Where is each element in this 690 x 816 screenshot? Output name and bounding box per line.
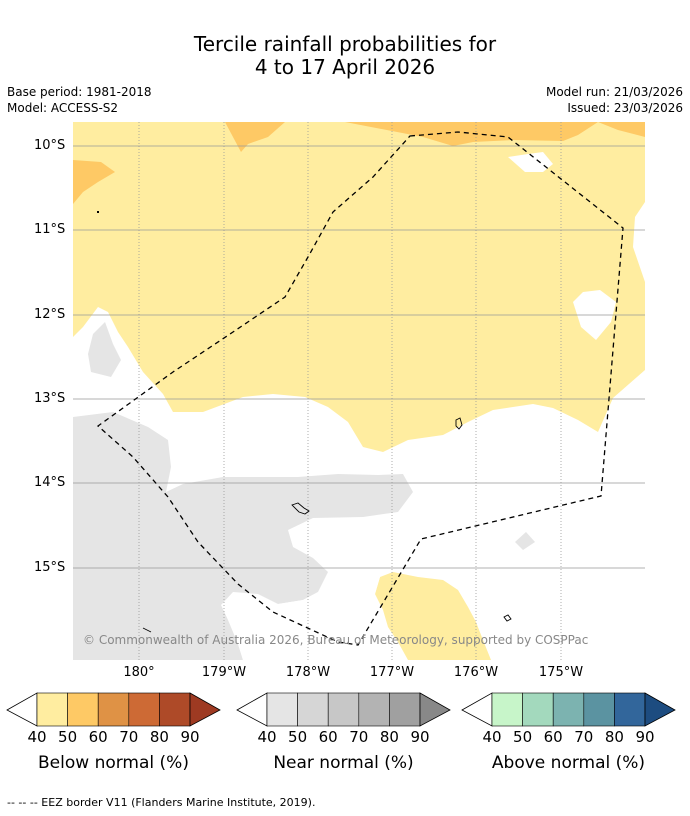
map-title-line2: 4 to 17 April 2026 (254, 55, 436, 79)
colorbars-svg (6, 692, 676, 727)
colorbar-below-tick-90: 90 (180, 728, 200, 746)
colorbar-above (461, 692, 676, 727)
eez-footnote: -- -- -- EEZ border V11 (Flanders Marine… (7, 796, 316, 809)
colorbar-below-over-arrow (189, 692, 221, 727)
colorbar-above-block-50 (522, 692, 554, 727)
colorbar-near-block-80 (389, 692, 421, 727)
map-panel (73, 122, 645, 660)
colorbar-near-tick-60: 60 (318, 728, 338, 746)
lat-label-12s: 12°S (34, 307, 66, 322)
lon-label-175w: 175°W (538, 665, 584, 680)
island-5 (142, 627, 152, 633)
colorbar-below-tick-70: 70 (119, 728, 139, 746)
colorbar-near-tick-40: 40 (257, 728, 277, 746)
colorbar-above-block-40 (491, 692, 523, 727)
lat-label-15s: 15°S (34, 560, 66, 575)
below-normal-50-patch-nw (73, 160, 115, 204)
colorbar-below-tick-60: 60 (88, 728, 108, 746)
white-hole-east (633, 202, 645, 282)
colorbar-above-block-70 (583, 692, 615, 727)
lon-label-176w: 176°W (453, 665, 499, 680)
colorbar-above-tick-70: 70 (574, 728, 594, 746)
colorbar-above-tick-80: 80 (604, 728, 624, 746)
colorbar-below-title: Below normal (%) (38, 753, 189, 773)
eez-border (96, 131, 624, 646)
colorbar-below-tick-80: 80 (149, 728, 169, 746)
lon-label-177w: 177°W (369, 665, 415, 680)
white-hole-north (508, 152, 553, 172)
near-normal-40-patch-e (515, 532, 535, 550)
colorbar-above-title: Above normal (%) (491, 753, 646, 773)
colorbar-near-title: Near normal (%) (273, 753, 414, 773)
near-normal-40-patch-w (88, 322, 121, 377)
colorbar-above-under-arrow (461, 692, 493, 727)
gridlines (73, 122, 645, 660)
copyright-notice: © Commonwealth of Australia 2026, Bureau… (83, 633, 589, 647)
issued-date: Issued: 23/03/2026 (567, 101, 683, 115)
colorbar-below-under-arrow (6, 692, 38, 727)
colorbar-above-tick-40: 40 (482, 728, 502, 746)
colorbar-above-block-80 (614, 692, 646, 727)
below-normal-50-patch-n2 (345, 122, 598, 146)
colorbar-above-block-60 (552, 692, 585, 727)
colorbar-near-block-60 (327, 692, 360, 727)
map-title-line1: Tercile rainfall probabilities for (193, 32, 497, 56)
white-gap-south (238, 574, 380, 660)
colorbar-above-over-arrow (644, 692, 676, 727)
colorbar-near (236, 692, 451, 727)
below-normal-50-patch-ne (598, 122, 645, 137)
base-period: Base period: 1981-2018 (7, 85, 152, 99)
below-normal-50-patch-n1 (225, 122, 285, 152)
colorbar-below-tick-40: 40 (27, 728, 47, 746)
below-normal-40-strip-south (375, 572, 491, 660)
colorbar-near-tick-50: 50 (288, 728, 308, 746)
island-4 (97, 211, 99, 213)
colorbar-above-tick-50: 50 (513, 728, 533, 746)
island-1 (455, 417, 463, 430)
island-3 (503, 614, 512, 622)
colorbar-above-tick-90: 90 (635, 728, 655, 746)
below-normal-40-region (73, 122, 645, 452)
colorbar-above-tick-60: 60 (543, 728, 563, 746)
lat-label-11s: 11°S (34, 222, 66, 237)
lon-label-180: 180° (123, 665, 155, 680)
map-svg (73, 122, 645, 660)
colorbar-below-block-50 (67, 692, 99, 727)
colorbar-below-block-80 (159, 692, 191, 727)
lon-label-179w: 179°W (201, 665, 247, 680)
lat-label-14s: 14°S (34, 475, 66, 490)
colorbar-below-block-60 (97, 692, 130, 727)
lat-label-13s: 13°S (34, 391, 66, 406)
island-2 (291, 502, 310, 515)
lat-label-10s: 10°S (34, 138, 66, 153)
colorbar-below-tick-50: 50 (58, 728, 78, 746)
colorbar-below-block-40 (36, 692, 68, 727)
colorbar-near-tick-80: 80 (379, 728, 399, 746)
near-normal-40-region (73, 412, 413, 660)
model-run: Model run: 21/03/2026 (545, 85, 683, 99)
colorbar-near-block-50 (297, 692, 329, 727)
lon-label-178w: 178°W (285, 665, 331, 680)
colorbar-near-tick-70: 70 (349, 728, 369, 746)
model-name: Model: ACCESS-S2 (7, 101, 119, 115)
colorbar-near-block-40 (266, 692, 298, 727)
colorbar-near-under-arrow (236, 692, 268, 727)
colorbar-near-tick-90: 90 (410, 728, 430, 746)
colorbar-near-over-arrow (419, 692, 451, 727)
colorbar-below (6, 692, 221, 727)
colorbar-below-block-70 (128, 692, 160, 727)
colorbar-near-block-70 (358, 692, 390, 727)
